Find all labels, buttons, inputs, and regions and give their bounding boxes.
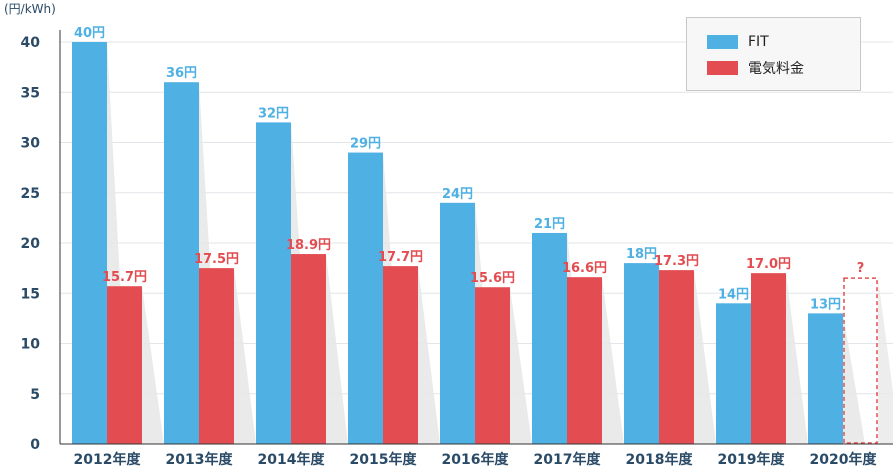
bar-shadow bbox=[418, 266, 440, 444]
bar-value-label: 13円 bbox=[810, 297, 841, 312]
bar-fit bbox=[256, 122, 291, 445]
unknown-marker: ? bbox=[857, 261, 865, 276]
y-unit-label: (円/kWh) bbox=[4, 2, 56, 16]
bar-value-label: 21円 bbox=[534, 217, 565, 232]
bar-value-label: 18.9円 bbox=[286, 238, 331, 253]
bar-fit bbox=[624, 263, 659, 444]
legend: FIT 電気料金 bbox=[686, 17, 861, 91]
bar-fit bbox=[716, 303, 751, 444]
bar-shadow bbox=[142, 286, 164, 444]
legend-item-fit: FIT bbox=[707, 32, 769, 52]
bar-value-label: 15.6円 bbox=[470, 271, 515, 286]
bar-shadow bbox=[326, 254, 348, 444]
bar-fit bbox=[808, 313, 843, 444]
bar-fit bbox=[440, 202, 475, 444]
bar-value-label: 17.5円 bbox=[194, 252, 239, 267]
bar-fit bbox=[164, 82, 199, 444]
x-tick-label: 2018年度 bbox=[626, 451, 694, 466]
bar-value-label: 32円 bbox=[258, 106, 289, 121]
bar-shadow bbox=[843, 313, 865, 444]
bar-value-label: 17.7円 bbox=[378, 250, 423, 265]
y-tick-label: 10 bbox=[21, 337, 41, 353]
bar-value-label: 36円 bbox=[166, 66, 197, 81]
bar-value-label: 15.7円 bbox=[102, 270, 147, 285]
y-tick-label: 40 bbox=[21, 35, 41, 51]
bar-value-label: 17.3円 bbox=[654, 254, 699, 269]
bar-value-label: 17.0円 bbox=[746, 257, 791, 272]
x-tick-label: 2019年度 bbox=[718, 451, 786, 466]
labels: 0 5 10 15 20 25 30 35 40 (円/kWh) 2012年度 2013年度 2014年… bbox=[4, 2, 877, 466]
y-tick-label: 25 bbox=[21, 186, 40, 202]
y-tick-label: 35 bbox=[21, 85, 40, 101]
bar-value-label: 24円 bbox=[442, 187, 473, 202]
x-tick-label: 2013年度 bbox=[166, 451, 234, 466]
bar-value-label: 29円 bbox=[350, 137, 381, 152]
bar-shadow bbox=[602, 277, 624, 444]
legend-label-fit: FIT bbox=[748, 34, 769, 50]
y-tick-label: 5 bbox=[30, 387, 40, 403]
legend-label-electricity: 電気料金 bbox=[748, 61, 804, 77]
bar-electricity bbox=[383, 266, 418, 444]
x-tick-label: 2012年度 bbox=[74, 451, 142, 466]
x-tick-label: 2015年度 bbox=[350, 451, 418, 466]
bar-value-label: 18円 bbox=[626, 247, 657, 262]
bar-value-label: 40円 bbox=[74, 26, 105, 41]
bar-shadow bbox=[510, 287, 532, 444]
bar-electricity bbox=[659, 270, 694, 444]
bar-fit bbox=[72, 42, 107, 444]
x-tick-label: 2020年度 bbox=[810, 451, 878, 466]
bar-shadow bbox=[234, 268, 256, 444]
bar-shadow bbox=[786, 273, 808, 444]
bar-electricity bbox=[567, 277, 602, 444]
y-tick-label: 0 bbox=[30, 437, 40, 453]
x-tick-label: 2014年度 bbox=[258, 451, 326, 466]
legend-swatch-electricity bbox=[707, 61, 738, 75]
bar-electricity bbox=[199, 268, 234, 444]
bar-electricity bbox=[751, 273, 786, 444]
y-tick-label: 15 bbox=[21, 286, 40, 302]
bar-electricity bbox=[107, 286, 142, 444]
bar-placeholder bbox=[843, 277, 878, 444]
bar-electricity bbox=[475, 287, 510, 444]
axes bbox=[59, 30, 893, 445]
legend-swatch-fit bbox=[707, 35, 738, 49]
bar-fit bbox=[348, 152, 383, 445]
x-tick-label: 2017年度 bbox=[534, 451, 602, 466]
y-tick-label: 30 bbox=[21, 136, 41, 152]
bar-shadow bbox=[878, 278, 893, 444]
bar-electricity bbox=[291, 254, 326, 444]
y-tick-label: 20 bbox=[21, 236, 41, 252]
x-tick-label: 2016年度 bbox=[442, 451, 510, 466]
bars bbox=[72, 42, 878, 445]
bar-value-label: 16.6円 bbox=[562, 261, 607, 276]
legend-item-electricity: 電気料金 bbox=[707, 58, 804, 78]
bar-value-label: 14円 bbox=[718, 287, 749, 302]
bar-fit bbox=[532, 232, 567, 444]
bar-shadow bbox=[694, 270, 716, 444]
